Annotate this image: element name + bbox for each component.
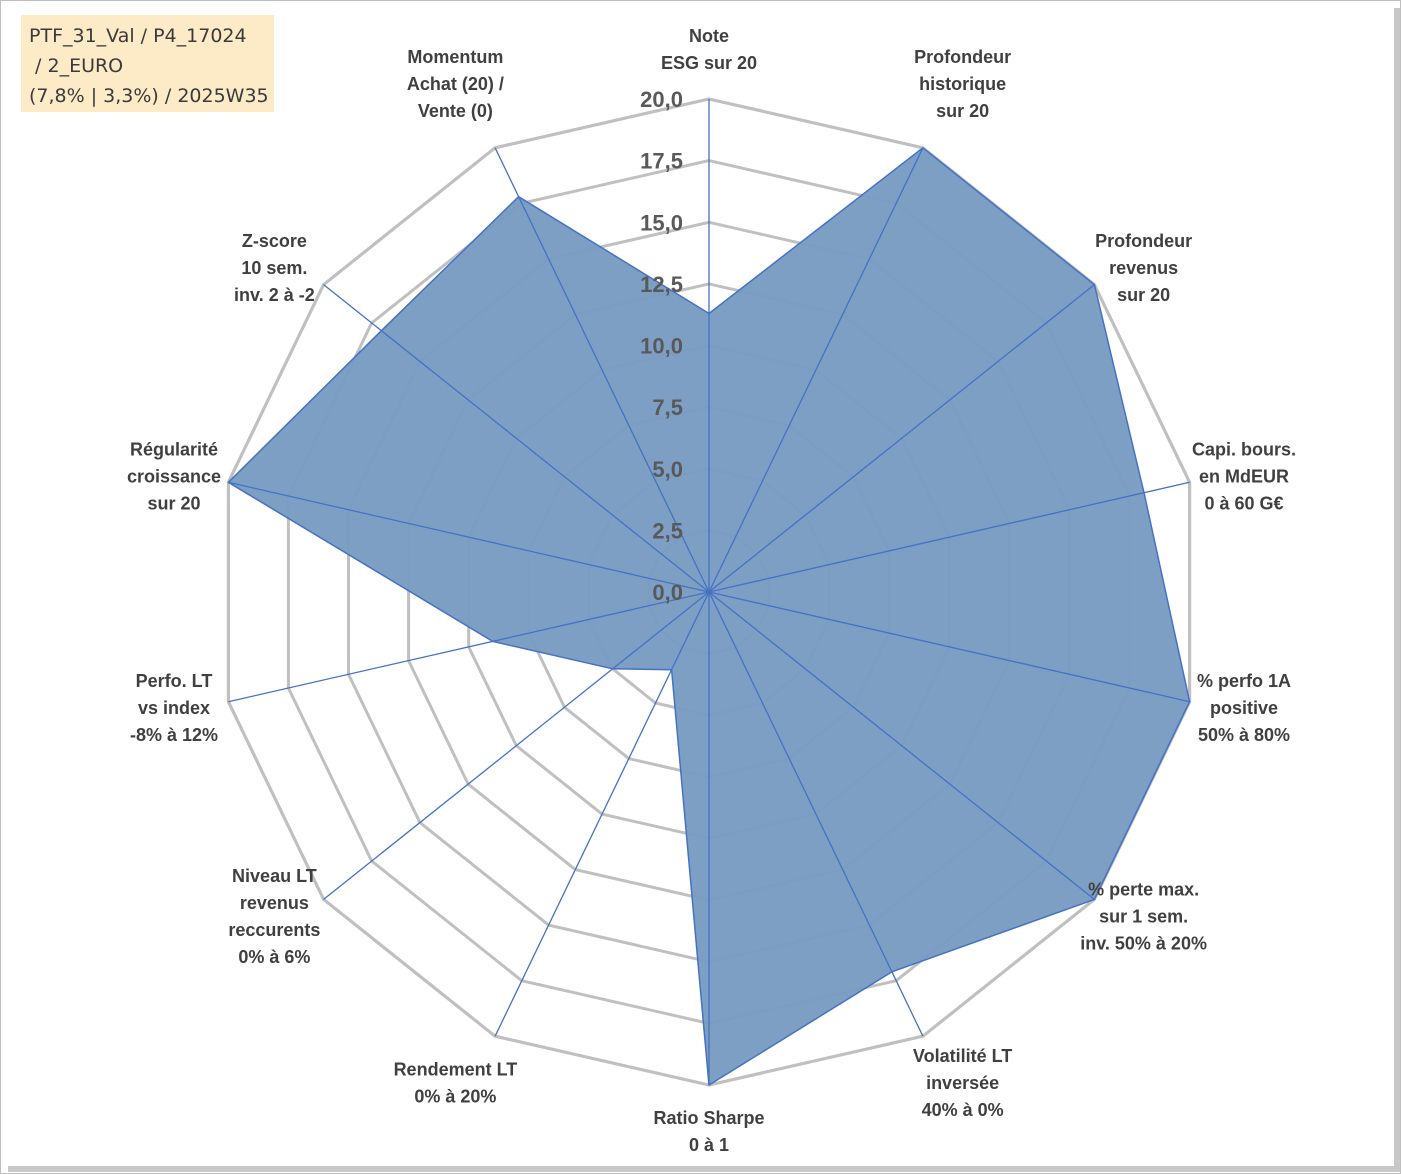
chart-title-line-2: / 2_EURO — [29, 55, 124, 77]
axis-label-line: Z-score — [242, 231, 307, 251]
chart-title-box: PTF_31_Val / P4_17024 / 2_EURO (7,8% | 3… — [21, 15, 274, 112]
axis-label-7: Ratio Sharpe 0 à 1 — [653, 1108, 764, 1155]
axis-label-line: 0 à 1 — [689, 1135, 729, 1155]
axis-label-line: Note — [689, 26, 729, 46]
axis-label-line: Ratio Sharpe — [653, 1108, 764, 1128]
axis-spoke — [323, 284, 710, 593]
axis-label-11: Régularité croissance sur 20 — [127, 440, 221, 514]
axis-label-line: sur 20 — [147, 494, 200, 514]
axis-label-line: Momentum — [407, 47, 503, 67]
axis-label-line: Perfo. LT — [136, 671, 213, 691]
axis-label-5: % perte max. sur 1 sem. inv. 50% à 20% — [1080, 880, 1207, 954]
axis-spoke — [708, 591, 924, 1037]
axis-label-line: 0% à 6% — [238, 947, 310, 967]
axis-label-line: positive — [1210, 698, 1278, 718]
tick-label: 0,0 — [652, 580, 683, 605]
axis-label-line: reccurents — [228, 920, 320, 940]
chart-title-line-3: (7,8% | 3,3%) / 2025W35 — [29, 85, 269, 107]
axis-label-line: revenus — [1109, 258, 1178, 278]
axis-spoke — [228, 481, 710, 593]
tick-label: 5,0 — [652, 457, 683, 482]
axis-spoke — [494, 591, 710, 1037]
axis-label-line: Profondeur — [1095, 231, 1192, 251]
axis-spoke — [708, 591, 1095, 900]
chart-title-line-1: PTF_31_Val / P4_17024 — [29, 25, 247, 47]
axis-label-line: historique — [919, 74, 1006, 94]
axis-label-line: Régularité — [130, 440, 218, 460]
tick-label: 2,5 — [652, 518, 683, 543]
tick-label: 20,0 — [640, 87, 683, 112]
tick-label: 15,0 — [640, 210, 683, 235]
frame-shadow-bottom — [8, 1166, 1400, 1172]
axis-spoke — [708, 147, 924, 593]
axis-label-line: vs index — [138, 698, 210, 718]
axis-label-line: Profondeur — [914, 47, 1011, 67]
axis-label-8: Rendement LT 0% à 20% — [394, 1059, 518, 1106]
axis-label-line: 10 sem. — [241, 258, 307, 278]
axis-label-line: 40% à 0% — [922, 1100, 1004, 1120]
axis-label-13: Momentum Achat (20) / Vente (0) — [407, 47, 504, 121]
axis-label-line: sur 20 — [1117, 285, 1170, 305]
axis-label-3: Capi. bours. en MdEUR 0 à 60 G€ — [1192, 440, 1296, 514]
axis-label-line: Capi. bours. — [1192, 440, 1296, 460]
axis-label-line: sur 1 sem. — [1099, 907, 1188, 927]
axis-label-line: revenus — [240, 893, 309, 913]
axis-spoke — [228, 591, 710, 703]
axis-label-1: Profondeur historique sur 20 — [914, 47, 1011, 121]
frame-shadow-right — [1394, 8, 1400, 1172]
axis-label-line: Achat (20) / — [407, 74, 504, 94]
axis-label-line: inversée — [926, 1073, 999, 1093]
axis-label-layer: Note ESG sur 20 Profondeur historique sur 20… — [127, 26, 1296, 1155]
axis-label-line: croissance — [127, 467, 221, 487]
axis-label-line: Volatilité LT — [913, 1046, 1012, 1066]
axis-spoke — [708, 591, 1190, 703]
axis-label-line: Rendement LT — [394, 1059, 518, 1079]
tick-label: 12,5 — [640, 272, 683, 297]
axis-label-line: en MdEUR — [1199, 467, 1289, 487]
axis-label-line: 0 à 60 G€ — [1204, 494, 1283, 514]
axis-label-6: Volatilité LT inversée 40% à 0% — [913, 1046, 1012, 1120]
axis-label-line: inv. 50% à 20% — [1080, 934, 1207, 954]
axis-label-line: 0% à 20% — [414, 1086, 496, 1106]
tick-label: 7,5 — [652, 395, 683, 420]
axis-label-0: Note ESG sur 20 — [661, 26, 757, 73]
axis-label-line: Niveau LT — [232, 866, 317, 886]
axis-spoke — [323, 591, 710, 900]
axis-spoke — [708, 284, 1095, 593]
axis-label-9: Niveau LT revenus reccurents 0% à 6% — [228, 866, 320, 967]
axis-label-line: % perfo 1A — [1197, 671, 1291, 691]
axis-label-line: % perte max. — [1088, 880, 1199, 900]
axis-label-10: Perfo. LT vs index -8% à 12% — [130, 671, 218, 745]
axis-label-2: Profondeur revenus sur 20 — [1095, 231, 1192, 305]
tick-label: 10,0 — [640, 334, 683, 359]
axis-label-line: 50% à 80% — [1198, 725, 1290, 745]
tick-label: 17,5 — [640, 149, 683, 174]
axis-label-line: sur 20 — [936, 101, 989, 121]
tick-label-layer: 0,0 2,5 5,0 7,5 10,0 12,5 15,0 17,5 20,0 — [640, 87, 683, 605]
axis-label-12: Z-score 10 sem. inv. 2 à -2 — [234, 231, 315, 305]
axis-spoke — [494, 147, 710, 593]
axis-label-4: % perfo 1A positive 50% à 80% — [1197, 671, 1291, 745]
axis-label-line: -8% à 12% — [130, 725, 218, 745]
axis-label-line: inv. 2 à -2 — [234, 285, 315, 305]
axis-label-line: Vente (0) — [418, 101, 493, 121]
axis-label-line: ESG sur 20 — [661, 53, 757, 73]
spoke-layer — [228, 99, 1190, 1085]
axis-spoke — [708, 481, 1190, 593]
